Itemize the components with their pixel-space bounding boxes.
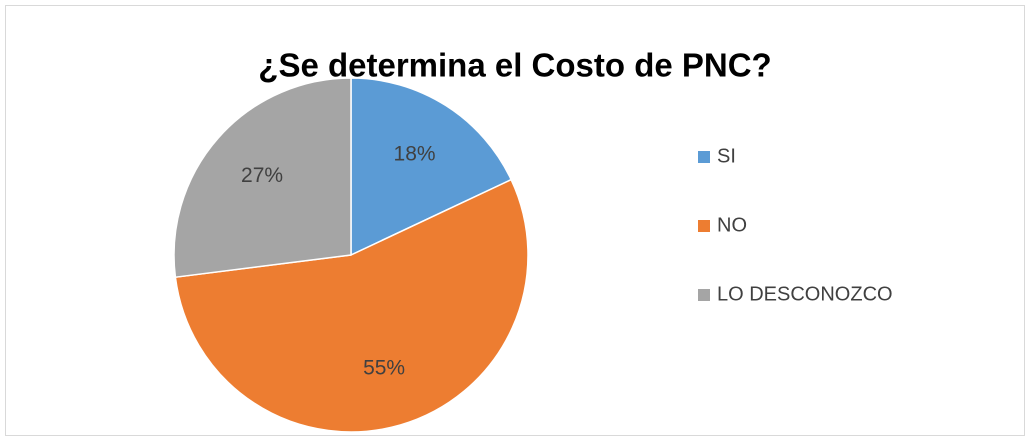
data-label: 18% [394,142,436,165]
legend-label: NO [717,214,747,236]
data-label: 55% [363,356,405,379]
pie-slice [350,77,513,257]
legend-swatch [698,151,710,163]
legend-swatch [698,289,710,301]
pie-slice [173,77,352,279]
legend-label: LO DESCONOZCO [717,283,893,305]
pie-slice [174,178,529,433]
legend-swatch [698,220,710,232]
data-label: 27% [241,164,283,187]
legend-label: SI [717,145,736,167]
